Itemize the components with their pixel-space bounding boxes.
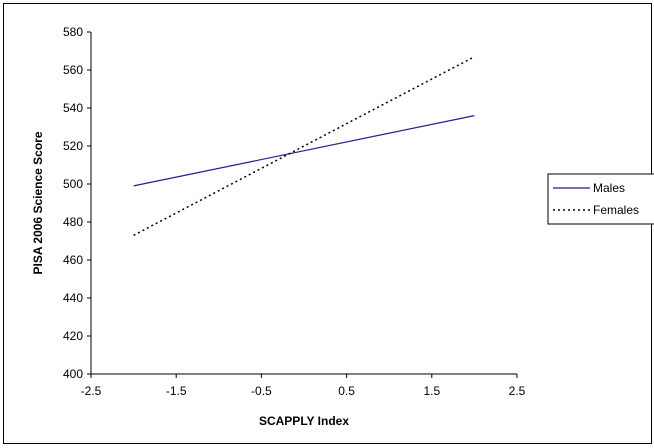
- y-tick-label: 520: [63, 139, 83, 153]
- y-tick-label: 580: [63, 25, 83, 39]
- y-axis-title: PISA 2006 Science Score: [31, 131, 45, 274]
- series-line-females: [133, 56, 475, 236]
- y-tick-label: 500: [63, 177, 83, 191]
- series-line-males: [133, 115, 475, 187]
- y-tick-label: 480: [63, 215, 83, 229]
- legend-box: [547, 173, 654, 225]
- y-tick-label: 400: [63, 367, 83, 381]
- x-axis-title: SCAPPLY Index: [259, 414, 349, 428]
- x-tick-label: -0.5: [251, 384, 272, 398]
- y-tick-label: 460: [63, 253, 83, 267]
- x-tick-label: 2.5: [509, 384, 526, 398]
- y-tick-label: 560: [63, 63, 83, 77]
- legend: Males Females: [547, 173, 654, 225]
- y-tick-label: 540: [63, 101, 83, 115]
- legend-label-males: Males: [593, 181, 625, 195]
- y-tick-label: 420: [63, 329, 83, 343]
- x-tick-label: 0.5: [338, 384, 355, 398]
- x-tick-label: -1.5: [166, 384, 187, 398]
- y-tick-label: 440: [63, 291, 83, 305]
- legend-label-females: Females: [593, 203, 639, 217]
- x-tick-label: -2.5: [81, 384, 102, 398]
- x-tick-label: 1.5: [423, 384, 440, 398]
